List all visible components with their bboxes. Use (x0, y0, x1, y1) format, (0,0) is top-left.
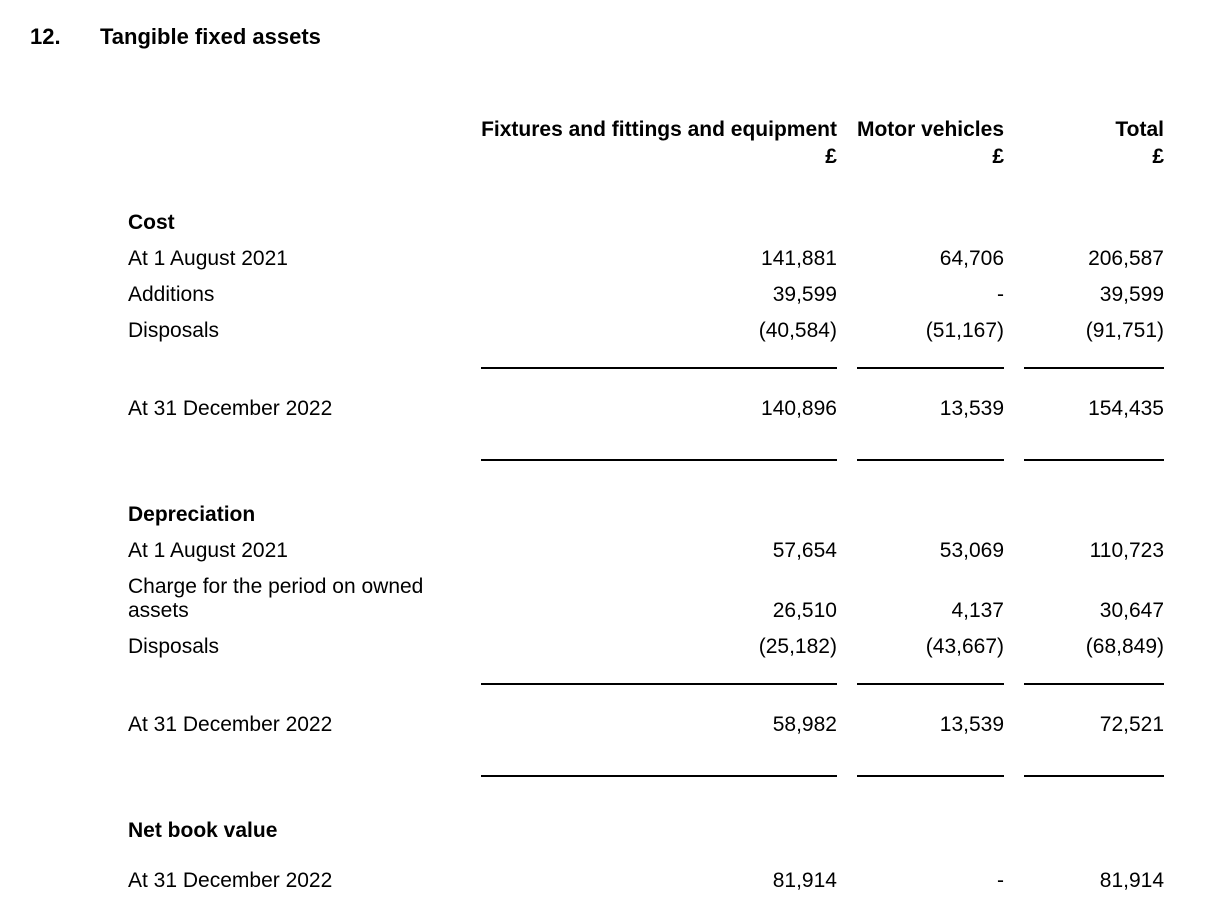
subtotal-row: At 31 December 2022 58,982 13,539 72,521 (128, 707, 1164, 743)
cell-value: (51,167) (837, 313, 1004, 349)
cell-value: 26,510 (461, 569, 837, 629)
col-header-total: Total£ (1004, 110, 1164, 177)
cell-value: - (837, 277, 1004, 313)
row-label: Additions (128, 277, 461, 313)
rule-row (128, 757, 1164, 785)
section-heading-depreciation: Depreciation (128, 497, 1164, 533)
rule-row (128, 665, 1164, 693)
cell-value: 81,914 (461, 863, 837, 899)
table-row: Charge for the period on owned assets 26… (128, 569, 1164, 629)
cell-value: 154,435 (1004, 391, 1164, 427)
tangible-assets-table: Fixtures and fittings and equipment£ Mot… (128, 110, 1164, 899)
nbv-heading: Net book value (128, 813, 461, 849)
cell-value: 39,599 (461, 277, 837, 313)
col-header-fixtures: Fixtures and fittings and equipment£ (461, 110, 837, 177)
cell-value: 206,587 (1004, 241, 1164, 277)
cell-value: 39,599 (1004, 277, 1164, 313)
cell-value: (25,182) (461, 629, 837, 665)
cell-value: - (837, 863, 1004, 899)
cell-value: 72,521 (1004, 707, 1164, 743)
table-row: At 1 August 2021 141,881 64,706 206,587 (128, 241, 1164, 277)
assets-table-container: Fixtures and fittings and equipment£ Mot… (30, 110, 1178, 899)
cell-value: 57,654 (461, 533, 837, 569)
cell-value: 141,881 (461, 241, 837, 277)
section-heading-cost: Cost (128, 205, 1164, 241)
page: 12. Tangible fixed assets Fixtures and f… (0, 0, 1208, 899)
row-label: At 31 December 2022 (128, 391, 461, 427)
cell-value: (68,849) (1004, 629, 1164, 665)
table-row: Additions 39,599 - 39,599 (128, 277, 1164, 313)
cost-heading: Cost (128, 205, 461, 241)
cell-value: 13,539 (837, 707, 1004, 743)
cell-value: 58,982 (461, 707, 837, 743)
cell-value: 30,647 (1004, 569, 1164, 629)
row-label: At 1 August 2021 (128, 533, 461, 569)
depreciation-heading: Depreciation (128, 497, 461, 533)
row-label: At 1 August 2021 (128, 241, 461, 277)
cell-value: 140,896 (461, 391, 837, 427)
cell-value: 53,069 (837, 533, 1004, 569)
cell-value: (91,751) (1004, 313, 1164, 349)
subtotal-row: At 31 December 2022 140,896 13,539 154,4… (128, 391, 1164, 427)
row-label: Disposals (128, 313, 461, 349)
note-header: 12. Tangible fixed assets (30, 24, 1178, 50)
cell-value: 110,723 (1004, 533, 1164, 569)
table-row: At 1 August 2021 57,654 53,069 110,723 (128, 533, 1164, 569)
cell-value: 13,539 (837, 391, 1004, 427)
note-title: Tangible fixed assets (100, 24, 321, 50)
row-label: Charge for the period on owned assets (128, 569, 461, 629)
cell-value: 81,914 (1004, 863, 1164, 899)
rule-row (128, 441, 1164, 469)
header-row-labels: Fixtures and fittings and equipment£ Mot… (128, 110, 1164, 177)
cell-value: 64,706 (837, 241, 1004, 277)
cell-value: (43,667) (837, 629, 1004, 665)
section-heading-nbv: Net book value (128, 813, 1164, 849)
note-number: 12. (30, 24, 100, 50)
cell-value: (40,584) (461, 313, 837, 349)
row-label: At 31 December 2022 (128, 863, 461, 899)
table-row: Disposals (40,584) (51,167) (91,751) (128, 313, 1164, 349)
cell-value: 4,137 (837, 569, 1004, 629)
col-header-motor: Motor vehicles£ (837, 110, 1004, 177)
nbv-row: At 31 December 2022 81,914 - 81,914 (128, 863, 1164, 899)
rule-row (128, 349, 1164, 377)
table-row: Disposals (25,182) (43,667) (68,849) (128, 629, 1164, 665)
row-label: At 31 December 2022 (128, 707, 461, 743)
row-label: Disposals (128, 629, 461, 665)
